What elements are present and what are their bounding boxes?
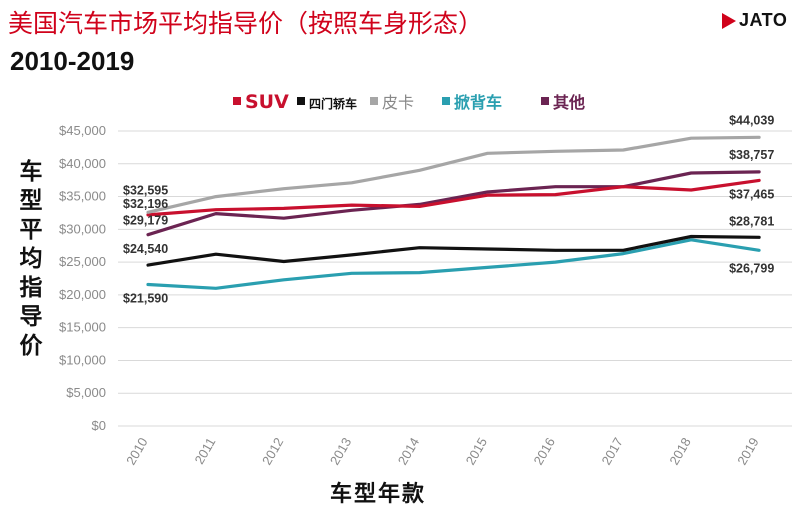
x-tick-label: 2015 (463, 435, 490, 468)
series-lines (146, 135, 761, 290)
chart-subtitle: 2010-2019 (10, 46, 135, 76)
legend-item-pickup: 皮卡 (370, 93, 414, 112)
legend-label: 掀背车 (454, 93, 502, 112)
x-tick-label: 2016 (531, 435, 558, 468)
x-axis-label: 车型年款 (330, 482, 427, 507)
data-label: $26,799 (729, 261, 774, 275)
x-tick-label: 2012 (259, 435, 286, 468)
legend-item-suv: SUV (233, 91, 289, 113)
data-label: $32,595 (123, 183, 168, 197)
legend-label: 皮卡 (382, 93, 414, 112)
legend-swatch (297, 97, 305, 105)
y-tick-label: $45,000 (59, 123, 106, 138)
legend-swatch (233, 97, 241, 105)
y-tick-label: $35,000 (59, 189, 106, 204)
grid (118, 130, 792, 427)
x-tick-label: 2010 (123, 435, 150, 468)
series-line-other (146, 170, 761, 237)
x-tick-label: 2019 (734, 435, 761, 468)
data-label: $32,196 (123, 197, 168, 211)
data-label: $29,179 (123, 214, 168, 228)
series-line-suv (146, 178, 761, 217)
data-label: $44,039 (729, 113, 774, 127)
y-tick-label: $0 (92, 418, 106, 433)
legend-item-sedan: 四门轿车 (297, 96, 357, 111)
legend: SUV 四门轿车 皮卡 掀背车 其他 (233, 91, 585, 113)
y-axis-ticks: $0 $5,000 $10,000 $15,000 $20,000 $25,000 $30,… (59, 123, 106, 433)
legend-label: 其他 (553, 93, 585, 112)
data-label: $24,540 (123, 242, 168, 256)
y-axis-label: 车型平均指导价 (19, 159, 43, 359)
x-tick-label: 2017 (598, 435, 625, 468)
data-labels: $32,595$32,196 $29,179 $24,540 $21,590 $44,0… (123, 113, 774, 305)
jato-logo: JATO (722, 10, 787, 31)
y-tick-label: $20,000 (59, 287, 106, 302)
x-axis-ticks: 2010 2011 2012 2013 2014 2015 2016 2017 2018 2019 (123, 435, 762, 468)
legend-swatch (370, 97, 378, 105)
series-line-hatchback (146, 238, 761, 290)
legend-label: 四门轿车 (309, 96, 357, 111)
data-label: $21,590 (123, 291, 168, 305)
legend-swatch (442, 97, 450, 105)
legend-item-hatchback: 掀背车 (442, 93, 502, 112)
y-tick-label: $30,000 (59, 221, 106, 236)
y-tick-label: $5,000 (66, 385, 106, 400)
series-line-sedan (146, 234, 761, 267)
y-tick-label: $25,000 (59, 254, 106, 269)
logo-arrow-icon (722, 12, 736, 29)
x-tick-label: 2013 (327, 435, 354, 468)
y-tick-label: $10,000 (59, 352, 106, 367)
legend-item-other: 其他 (541, 93, 585, 112)
data-label: $38,757 (729, 148, 774, 162)
x-tick-label: 2018 (666, 435, 693, 468)
y-tick-label: $40,000 (59, 156, 106, 171)
legend-swatch (541, 97, 549, 105)
y-tick-label: $15,000 (59, 320, 106, 335)
series-line-pickup (146, 135, 761, 214)
chart-title: 美国汽车市场平均指导价（按照车身形态） (8, 9, 484, 38)
x-tick-label: 2014 (395, 435, 422, 468)
data-label: $37,465 (729, 187, 774, 201)
data-label: $28,781 (729, 214, 774, 228)
logo-text: JATO (739, 10, 788, 30)
legend-label: SUV (245, 91, 289, 113)
x-tick-label: 2011 (192, 435, 219, 467)
